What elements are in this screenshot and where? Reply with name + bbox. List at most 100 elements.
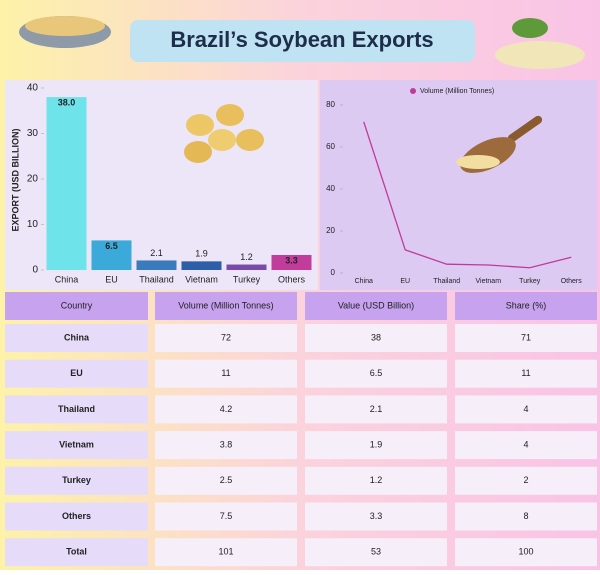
y-tick-label: 80: [326, 100, 335, 109]
page-title: Brazil’s Soybean Exports: [170, 27, 433, 52]
cell-text: 2: [523, 475, 528, 485]
table-cell: [155, 431, 297, 460]
table-cell: [155, 466, 297, 495]
table-cell: [5, 466, 148, 495]
cell-text: 8: [523, 511, 528, 521]
bar-value-label: 38.0: [58, 97, 76, 107]
cell-text: 4: [523, 439, 528, 449]
y-tick-label: 0: [331, 268, 336, 277]
table-cell: [5, 431, 148, 460]
soybeans-decoration: [184, 104, 264, 163]
table-cell: [155, 395, 297, 424]
table-cell: [5, 359, 148, 388]
x-tick-label: Others: [561, 278, 583, 285]
y-tick-label: 40: [326, 184, 335, 193]
table-cell: [305, 538, 447, 567]
table-cell: [155, 502, 297, 531]
table-cell: [305, 359, 447, 388]
x-tick-label: EU: [400, 278, 410, 285]
cell-text: 71: [521, 332, 531, 342]
y-tick-label: 20: [27, 174, 39, 185]
table-cell: [455, 466, 597, 495]
table-cell: [5, 502, 148, 531]
bar: [136, 260, 177, 270]
cell-text: 7.5: [220, 511, 233, 521]
table-cell: [155, 538, 297, 567]
y-tick-label: 10: [27, 219, 39, 230]
cell-text: 100: [518, 547, 533, 557]
line-panel: [320, 80, 597, 290]
legend-marker: [410, 88, 416, 94]
charts: 0 10 20 30 40 38.0 China 6.5 EU 2.1 Thailand 1.9 Vie…: [27, 83, 582, 285]
x-tick-label: Thailand: [433, 278, 460, 285]
x-tick-label: Others: [278, 274, 306, 284]
table: Country Volume (Million Tonnes) Value (USD…: [5, 292, 597, 567]
bar-value-label: 1.9: [195, 249, 208, 259]
cell-text: 11: [521, 368, 530, 378]
bar-value-label: 1.2: [240, 252, 253, 262]
cell-text: 3.3: [370, 511, 383, 521]
header-text: Share (%): [506, 300, 547, 310]
legend-label: Volume (Million Tonnes): [420, 88, 494, 95]
beans: [25, 16, 105, 36]
leaf: [512, 18, 548, 38]
bar: [226, 264, 267, 270]
table-cell: [305, 431, 447, 460]
cell-text: 38: [371, 332, 381, 342]
table-cell: [155, 324, 297, 352]
y-axis-label: EXPORT (USD BILLION): [10, 128, 20, 231]
table-cell: [5, 324, 148, 352]
title-box: [130, 20, 475, 62]
table-cell: [305, 324, 447, 352]
y-tick-label: 60: [326, 142, 335, 151]
table-cell: [155, 359, 297, 388]
cell-text: 101: [218, 547, 233, 557]
cell-text: Thailand: [58, 404, 95, 414]
bar-value-label: 2.1: [150, 248, 163, 258]
pods: [495, 41, 585, 69]
cell-text: EU: [70, 368, 83, 378]
table-cell: [455, 324, 597, 352]
header-text: Country: [61, 300, 93, 310]
x-tick-label: Thailand: [139, 274, 174, 284]
y-tick-label: 40: [27, 83, 39, 94]
y-tick-label: 20: [326, 226, 335, 235]
bar-value-label: 3.3: [285, 255, 298, 265]
line: [363, 121, 572, 269]
header-cell: [155, 292, 297, 320]
x-tick-label: China: [55, 274, 79, 284]
header-cell: [455, 292, 597, 320]
scoop-decoration: [456, 115, 543, 173]
x-tick-label: EU: [105, 274, 118, 284]
table-cell: [305, 502, 447, 531]
cell-text: 72: [221, 332, 231, 342]
table-cell: [305, 395, 447, 424]
table-cell: [5, 395, 148, 424]
header-text: Volume (Million Tonnes): [178, 300, 273, 310]
cell-text: 53: [371, 547, 381, 557]
table-cell: [305, 466, 447, 495]
table-cell: [455, 395, 597, 424]
cell-text: 4: [523, 404, 528, 414]
x-tick-label: Turkey: [519, 278, 541, 285]
cell-text: 11: [221, 368, 230, 378]
cell-text: 6.5: [370, 368, 383, 378]
x-tick-label: Vietnam: [185, 274, 218, 284]
x-tick-label: China: [355, 278, 373, 285]
table-cell: [455, 502, 597, 531]
header-cell: [305, 292, 447, 320]
cell-text: 1.2: [370, 475, 383, 485]
x-tick-label: Vietnam: [475, 278, 501, 285]
cell-text: 2.5: [220, 475, 233, 485]
cell-text: Total: [66, 547, 87, 557]
cell-text: 3.8: [220, 439, 233, 449]
bar: [46, 97, 87, 270]
cell-text: Vietnam: [59, 439, 94, 449]
table-cell: [455, 359, 597, 388]
x-tick-label: Turkey: [233, 274, 261, 284]
y-tick-label: 0: [32, 265, 38, 276]
bar: [91, 240, 132, 270]
header-text: Value (USD Billion): [338, 300, 414, 310]
